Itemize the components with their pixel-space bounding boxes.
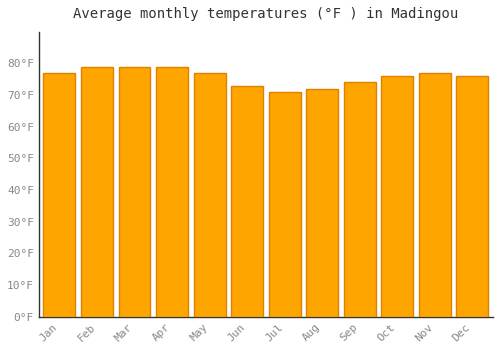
Bar xyxy=(419,73,451,317)
Bar xyxy=(306,89,338,317)
Bar xyxy=(44,73,76,317)
Bar xyxy=(344,83,376,317)
Bar xyxy=(81,66,113,317)
Bar xyxy=(231,86,263,317)
Bar xyxy=(268,92,300,317)
Bar xyxy=(382,76,414,317)
Title: Average monthly temperatures (°F ) in Madingou: Average monthly temperatures (°F ) in Ma… xyxy=(74,7,458,21)
Bar xyxy=(456,76,488,317)
Bar xyxy=(194,73,226,317)
Bar xyxy=(118,66,150,317)
Bar xyxy=(156,66,188,317)
